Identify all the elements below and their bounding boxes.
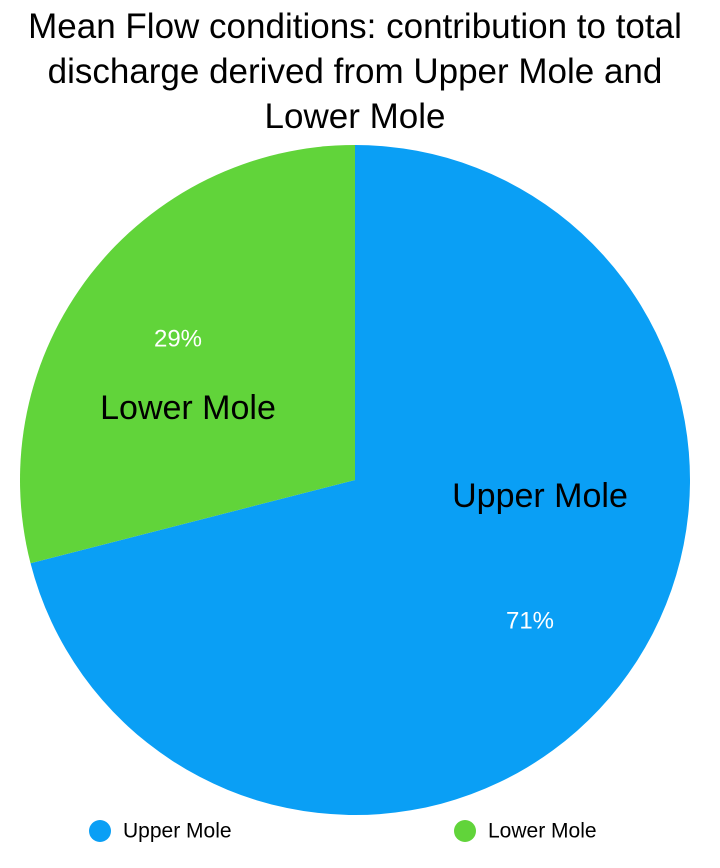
- legend-label: Lower Mole: [488, 820, 597, 843]
- legend-marker: [89, 820, 111, 842]
- pie-slice: [19, 145, 355, 564]
- chart-title: Mean Flow conditions: contribution to to…: [28, 7, 682, 136]
- slice-category-label: Lower Mole: [100, 389, 276, 427]
- slice-value-label: 71%: [506, 607, 554, 634]
- slice-category-label: Upper Mole: [452, 477, 628, 515]
- legend-marker: [454, 820, 476, 842]
- slice-value-label: 29%: [154, 325, 202, 352]
- pie-slice: [30, 145, 690, 815]
- legend-label: Upper Mole: [123, 820, 232, 843]
